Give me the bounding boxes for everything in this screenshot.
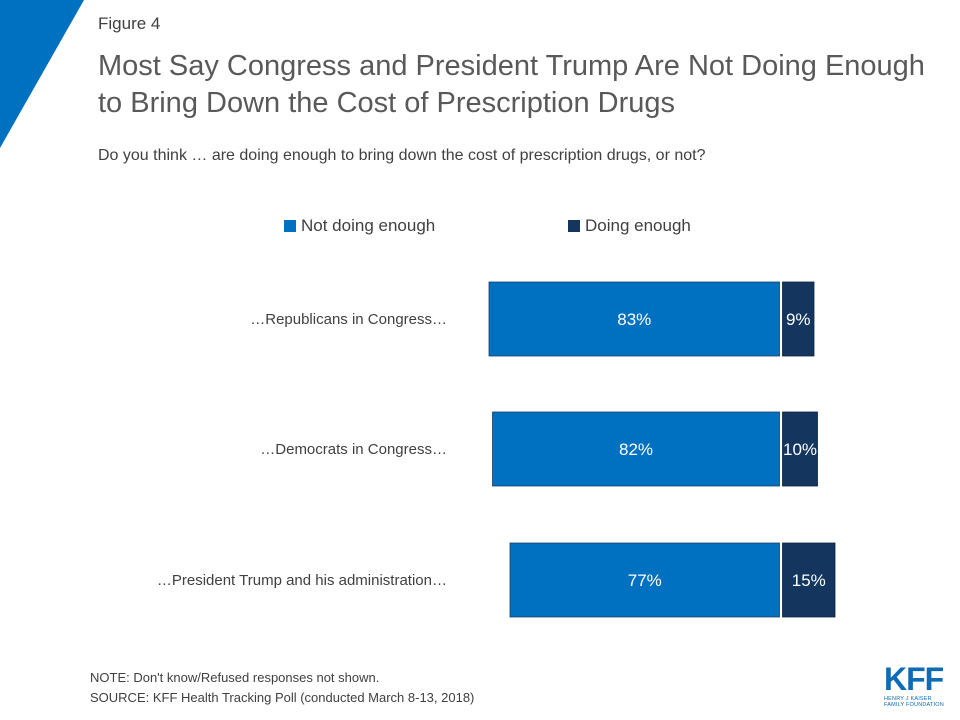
data-label-not-doing-enough-1: 82% bbox=[619, 440, 653, 459]
category-label-president-trump-and-his-administration: …President Trump and his administration… bbox=[157, 572, 447, 589]
chart-subtitle: Do you think … are doing enough to bring… bbox=[98, 147, 706, 164]
data-label-doing-enough-1: 10% bbox=[783, 440, 817, 459]
bar-doing-enough-0 bbox=[782, 281, 815, 357]
legend-item-not-doing-enough: Not doing enough bbox=[284, 216, 435, 236]
logo-mark: KFF bbox=[884, 661, 944, 697]
chart-title: Most Say Congress and President Trump Ar… bbox=[98, 50, 925, 119]
legend-swatch-doing-enough bbox=[568, 220, 580, 232]
corner-triangle bbox=[0, 0, 84, 148]
bar-chart: …Republicans in Congress… 83% 9% …Democrats… bbox=[157, 281, 836, 618]
data-label-not-doing-enough-0: 83% bbox=[617, 310, 651, 329]
data-label-not-doing-enough-2: 77% bbox=[628, 571, 662, 590]
legend-label-not-doing-enough: Not doing enough bbox=[301, 216, 436, 235]
bar-not-doing-enough-1 bbox=[492, 411, 780, 487]
logo-line-2: FAMILY FOUNDATION bbox=[884, 702, 944, 708]
bar-not-doing-enough-0 bbox=[488, 281, 780, 357]
legend-label-doing-enough: Doing enough bbox=[585, 216, 691, 235]
chart-source: SOURCE: KFF Health Tracking Poll (conduc… bbox=[90, 690, 475, 705]
bar-not-doing-enough-2 bbox=[509, 542, 780, 618]
category-label-republicans-in-congress: …Republicans in Congress… bbox=[250, 311, 447, 328]
legend-swatch-not-doing-enough bbox=[284, 220, 296, 232]
corner-accent bbox=[0, 0, 84, 148]
chart-note: NOTE: Don't know/Refused responses not s… bbox=[90, 670, 380, 685]
kff-logo: KFF HENRY J KAISER FAMILY FOUNDATION bbox=[884, 662, 944, 708]
bar-doing-enough-2 bbox=[782, 542, 836, 618]
category-label-democrats-in-congress: …Democrats in Congress… bbox=[260, 441, 447, 458]
data-label-doing-enough-0: 9% bbox=[786, 310, 811, 329]
legend-item-doing-enough: Doing enough bbox=[568, 216, 691, 236]
logo-line-1: HENRY J KAISER bbox=[884, 696, 932, 702]
data-label-doing-enough-2: 15% bbox=[792, 571, 826, 590]
bar-doing-enough-1 bbox=[782, 411, 818, 487]
figure-label: Figure 4 bbox=[98, 14, 161, 33]
